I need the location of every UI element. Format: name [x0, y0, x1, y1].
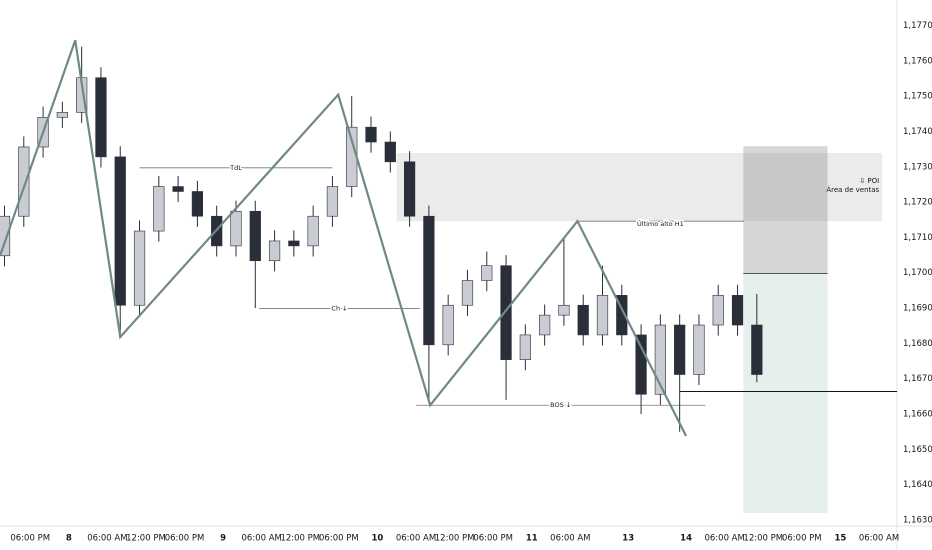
x-tick-label: 11 — [526, 534, 538, 544]
x-tick-label: 12:00 PM — [280, 534, 320, 544]
candle-body — [0, 215, 11, 257]
y-tick-label: 1,17600 — [903, 56, 932, 66]
y-tick-label: 1,16500 — [903, 445, 932, 455]
candle-body — [326, 186, 339, 217]
poi-sublabel: Área de ventas — [826, 185, 879, 194]
candle-body — [346, 126, 358, 187]
x-tick-label: 8 — [66, 534, 72, 544]
candle-body — [654, 324, 666, 395]
x-tick-label: 06:00 PM — [165, 534, 205, 544]
candle-body — [172, 186, 184, 192]
x-tick-label: 06:00 AM — [859, 534, 899, 544]
x-tick-label: 12:00 PM — [126, 534, 166, 544]
candle-body — [558, 304, 570, 316]
x-tick-label: 06:00 AM — [704, 534, 744, 544]
candle-body — [133, 230, 146, 306]
y-tick-label: 1,17000 — [903, 268, 932, 278]
y-tick-label: 1,17700 — [903, 21, 932, 31]
candle-body — [403, 161, 416, 217]
candle-body — [56, 112, 68, 118]
x-tick-label: 06:00 PM — [319, 534, 359, 544]
candle-body — [596, 295, 609, 336]
x-tick-label: 12:00 PM — [743, 534, 783, 544]
y-tick-label: 1,17300 — [903, 162, 932, 172]
level-label: TdL — [229, 164, 242, 172]
candle-body — [230, 210, 242, 247]
candle-body — [288, 240, 300, 247]
y-tick-label: 1,16600 — [903, 410, 932, 420]
x-tick-label: 06:00 PM — [473, 534, 513, 544]
candle-body — [519, 334, 531, 360]
candle-body — [731, 295, 744, 326]
candle-body — [539, 314, 551, 336]
candle-body — [674, 324, 686, 375]
candle-body — [635, 334, 647, 395]
candle-body — [423, 215, 435, 346]
y-tick-label: 1,16900 — [903, 304, 932, 314]
candle-body — [616, 295, 628, 336]
y-tick-label: 1,16700 — [903, 374, 932, 384]
candle-body — [481, 265, 493, 281]
candle-body — [577, 304, 589, 336]
candle-body — [191, 191, 204, 217]
candle-body — [500, 265, 512, 360]
x-tick-label: 14 — [680, 534, 692, 544]
x-tick-label: 06:00 AM — [550, 534, 590, 544]
x-tick-label: 13 — [622, 534, 634, 544]
x-tick-label: 12:00 PM — [435, 534, 475, 544]
candle-body — [249, 210, 261, 262]
x-tick-label: 06:00 PM — [782, 534, 822, 544]
level-label: Último alto H1 — [637, 219, 684, 228]
y-tick-label: 1,17500 — [903, 92, 932, 102]
candle-body — [693, 324, 705, 375]
zigzag-line — [0, 39, 688, 437]
candle-body — [442, 304, 454, 346]
x-tick-label: 10 — [372, 534, 384, 544]
candle-body — [384, 141, 396, 163]
stop-zone — [743, 146, 828, 274]
level-label: Ch ↓ — [331, 304, 347, 312]
candle-body — [751, 324, 763, 375]
level-label: BOS ↓ — [550, 401, 571, 409]
x-tick-label: 06:00 AM — [87, 534, 127, 544]
candle-body — [114, 156, 126, 306]
candle-body — [18, 146, 30, 217]
y-tick-label: 1,16800 — [903, 339, 932, 349]
x-tick-label: 15 — [834, 534, 846, 544]
x-tick-label: 06:00 PM — [10, 534, 50, 544]
y-tick-label: 1,16400 — [903, 480, 932, 490]
y-tick-label: 1,17200 — [903, 198, 932, 208]
y-tick-label: 1,17100 — [903, 233, 932, 243]
poi-label: ⇩ POI — [859, 177, 879, 185]
candle-body — [95, 77, 107, 158]
x-tick-label: 06:00 AM — [242, 534, 282, 544]
candle-body — [712, 295, 724, 326]
candle-body — [268, 240, 281, 262]
target-zone — [743, 273, 828, 513]
candle-body — [307, 215, 319, 247]
x-tick-label: 06:00 AM — [396, 534, 436, 544]
x-tick-label: 9 — [220, 534, 226, 544]
poi-zone — [396, 152, 883, 222]
y-tick-label: 1,17400 — [903, 127, 932, 137]
candle-body — [365, 126, 377, 143]
candle-body — [153, 186, 165, 232]
candle-body — [461, 280, 474, 306]
